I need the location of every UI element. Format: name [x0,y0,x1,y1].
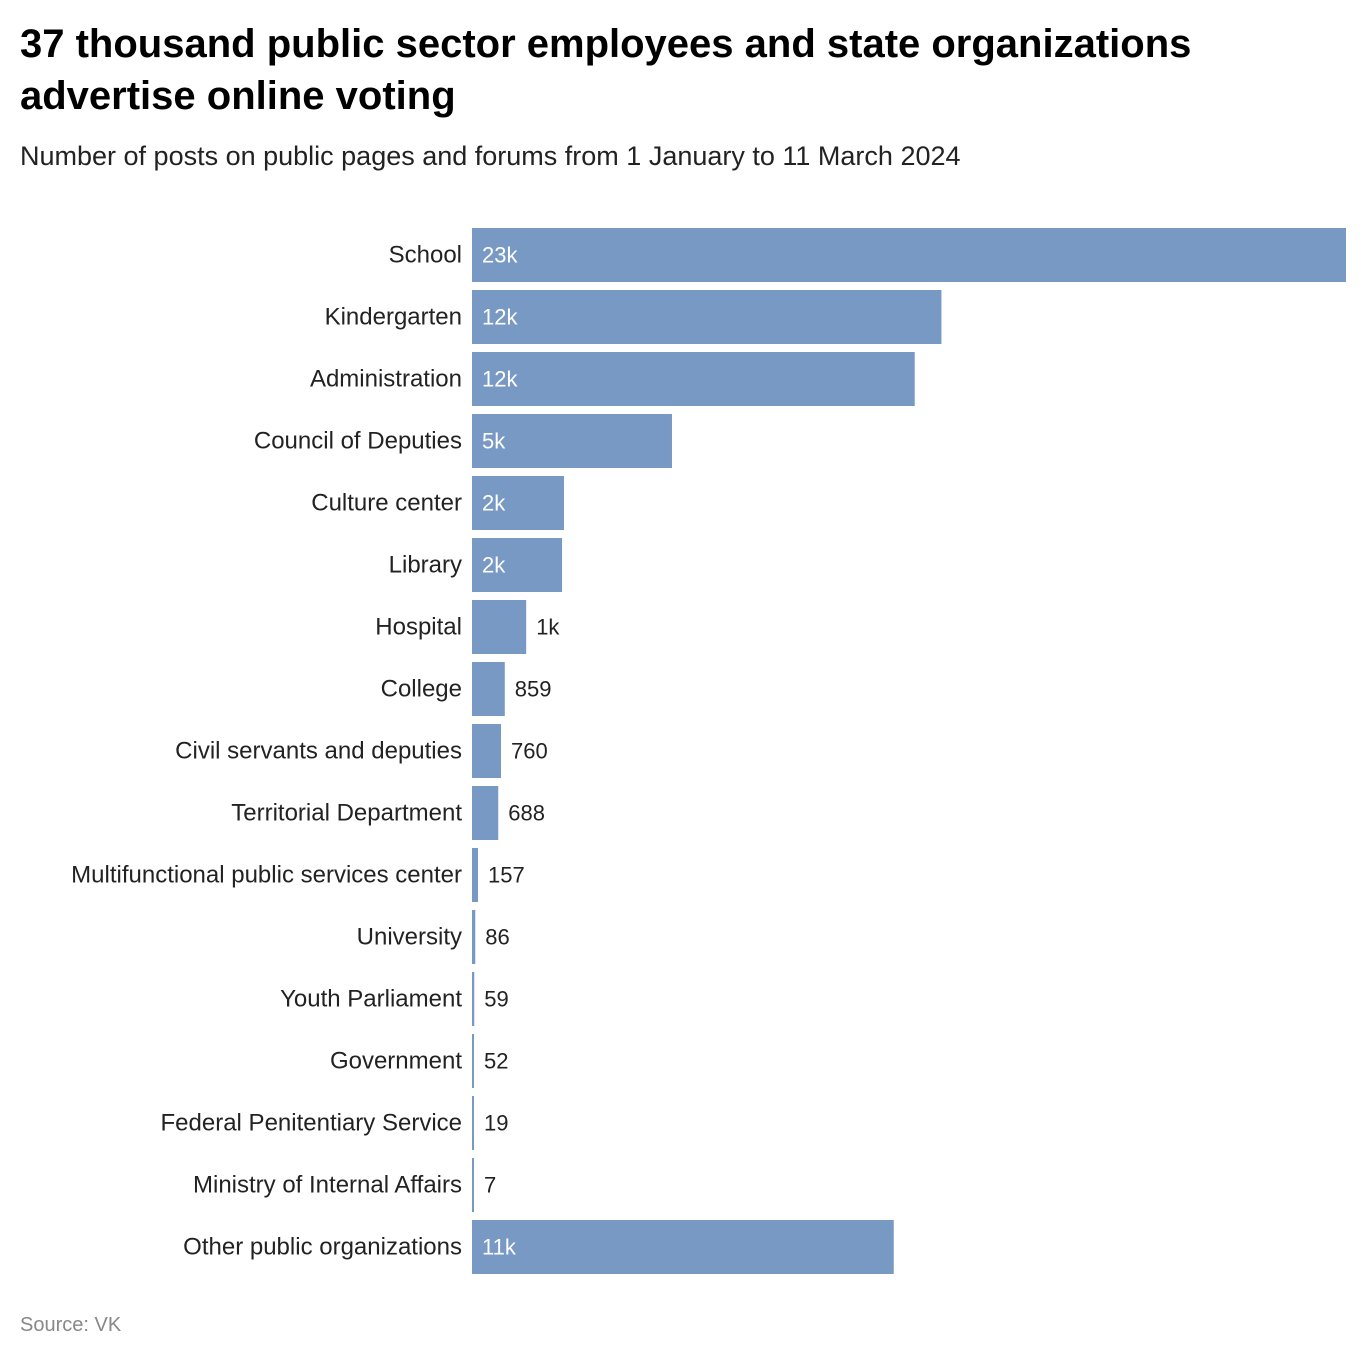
data-label: 7 [484,1173,496,1198]
bar [472,724,502,778]
bar-row: Administration 12k [310,352,915,406]
bar [472,786,499,840]
bar [472,1158,474,1212]
bar [472,1096,474,1150]
data-label: 2k [482,553,506,578]
category-label: Other public organizations [183,1234,462,1261]
bar [472,972,475,1026]
bar [472,662,505,716]
category-label: Kindergarten [325,304,462,331]
bar [472,1220,894,1274]
bar-row: Federal Penitentiary Service 19 [161,1096,508,1150]
data-label: 11k [482,1235,517,1260]
category-label: Government [330,1048,462,1075]
bar [472,476,564,530]
category-label: Library [389,552,462,579]
bar-row: Hospital 1k [375,600,560,654]
data-label: 86 [485,925,509,950]
category-label: Ministry of Internal Affairs [193,1172,462,1199]
bar-row: Kindergarten 12k [325,290,942,344]
data-label: 2k [482,491,506,516]
category-label: Hospital [375,614,462,641]
bar [472,848,478,902]
bar-row: Other public organizations 11k [183,1220,894,1274]
data-label: 688 [508,801,545,826]
chart-subtitle: Number of posts on public pages and foru… [20,141,961,171]
bar [472,414,672,468]
bar [472,228,1346,282]
bar-row: Library 2k [389,538,563,592]
bar-row: Ministry of Internal Affairs 7 [193,1158,496,1212]
category-label: Multifunctional public services center [71,862,462,889]
bar [472,600,527,654]
category-label: Council of Deputies [254,428,462,455]
category-label: Youth Parliament [280,986,462,1013]
category-label: University [357,924,462,951]
category-label: College [381,676,462,703]
category-label: School [389,242,462,269]
data-label: 52 [484,1049,508,1074]
source-note: Source: VK [20,1314,122,1336]
bar-row: Multifunctional public services center 15… [71,848,525,902]
bar-row: Government 52 [330,1034,508,1088]
bar-row: University 86 [357,910,510,964]
chart-title: 37 thousand public sector employees and … [20,22,1192,118]
category-label: Culture center [311,490,462,517]
data-label: 12k [482,305,518,330]
bar [472,1034,474,1088]
category-label: Territorial Department [231,800,462,827]
data-label: 23k [482,243,518,268]
bar [472,352,915,406]
bar-row: School 23k [389,228,1346,282]
data-label: 59 [484,987,508,1012]
data-label: 760 [511,739,548,764]
bar-row: Council of Deputies 5k [254,414,672,468]
data-label: 157 [488,863,525,888]
bar [472,290,942,344]
bar-row: Culture center 2k [311,476,564,530]
bar-row: College 859 [381,662,552,716]
data-label: 1k [536,615,560,640]
data-label: 19 [484,1111,508,1136]
data-label: 5k [482,429,506,454]
bar [472,538,563,592]
data-label: 859 [515,677,552,702]
bar [472,910,476,964]
data-label: 12k [482,367,518,392]
category-label: Civil servants and deputies [175,738,462,765]
category-label: Administration [310,366,462,393]
category-label: Federal Penitentiary Service [161,1110,462,1137]
bar-row: Civil servants and deputies 760 [175,724,548,778]
bar-row: Youth Parliament 59 [280,972,509,1026]
bar-row: Territorial Department 688 [231,786,545,840]
